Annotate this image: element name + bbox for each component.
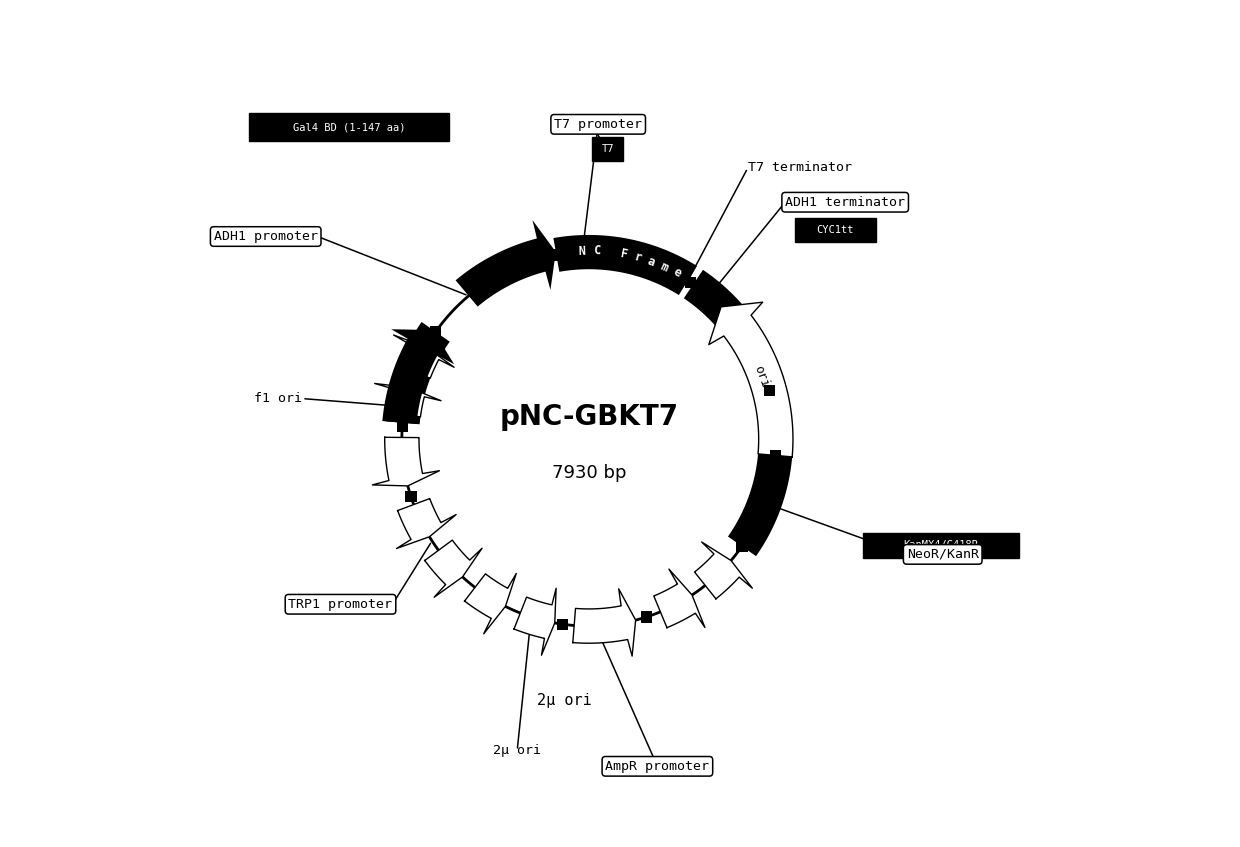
Polygon shape <box>557 618 568 630</box>
Polygon shape <box>386 322 450 424</box>
Text: 7930 bp: 7930 bp <box>552 464 626 482</box>
Polygon shape <box>764 385 775 396</box>
Polygon shape <box>653 569 704 628</box>
Polygon shape <box>728 454 792 556</box>
Text: KanMX4/G418R: KanMX4/G418R <box>904 540 978 550</box>
Text: F: F <box>620 247 629 261</box>
Polygon shape <box>737 540 748 552</box>
Text: ADH1 promoter: ADH1 promoter <box>213 230 317 243</box>
Text: ADH1 terminator: ADH1 terminator <box>785 196 905 208</box>
Bar <box>795 219 875 242</box>
Text: C: C <box>593 245 600 257</box>
Polygon shape <box>374 384 441 417</box>
Polygon shape <box>553 235 697 295</box>
Polygon shape <box>455 220 556 307</box>
Text: CYC1tt: CYC1tt <box>816 225 854 235</box>
Text: r: r <box>632 250 644 264</box>
Polygon shape <box>397 420 408 432</box>
Bar <box>863 533 1019 557</box>
Text: pNC-GBKT7: pNC-GBKT7 <box>500 403 678 431</box>
Bar <box>591 137 624 161</box>
Polygon shape <box>641 612 652 623</box>
Text: TRP1 promoter: TRP1 promoter <box>289 598 393 611</box>
Text: e: e <box>671 265 683 280</box>
Text: f1 ori: f1 ori <box>254 392 303 405</box>
Polygon shape <box>694 542 753 599</box>
Polygon shape <box>405 491 417 502</box>
Polygon shape <box>684 277 697 288</box>
Text: AmpR promoter: AmpR promoter <box>605 760 709 772</box>
Text: a: a <box>646 254 657 268</box>
Text: Gal4 BD (1-147 aa): Gal4 BD (1-147 aa) <box>293 123 405 132</box>
Polygon shape <box>709 302 792 457</box>
Text: 2μ ori: 2μ ori <box>537 694 591 708</box>
Text: NeoR/KanR: NeoR/KanR <box>906 548 978 561</box>
Polygon shape <box>382 329 454 424</box>
Polygon shape <box>372 437 439 486</box>
Text: m: m <box>658 259 671 274</box>
Polygon shape <box>393 335 454 379</box>
Polygon shape <box>397 499 456 549</box>
Text: T7 terminator: T7 terminator <box>748 162 852 174</box>
Text: 2μ ori: 2μ ori <box>494 745 541 757</box>
Polygon shape <box>770 450 781 461</box>
Text: T7: T7 <box>601 144 614 154</box>
Text: ori: ori <box>751 363 771 390</box>
Text: T7 promoter: T7 promoter <box>554 118 642 130</box>
Bar <box>249 113 449 141</box>
Polygon shape <box>683 270 786 395</box>
Polygon shape <box>573 589 636 656</box>
Polygon shape <box>425 540 482 597</box>
Polygon shape <box>430 326 441 337</box>
Polygon shape <box>465 573 516 634</box>
Text: N: N <box>579 244 587 257</box>
Polygon shape <box>551 249 562 261</box>
Polygon shape <box>515 589 556 656</box>
